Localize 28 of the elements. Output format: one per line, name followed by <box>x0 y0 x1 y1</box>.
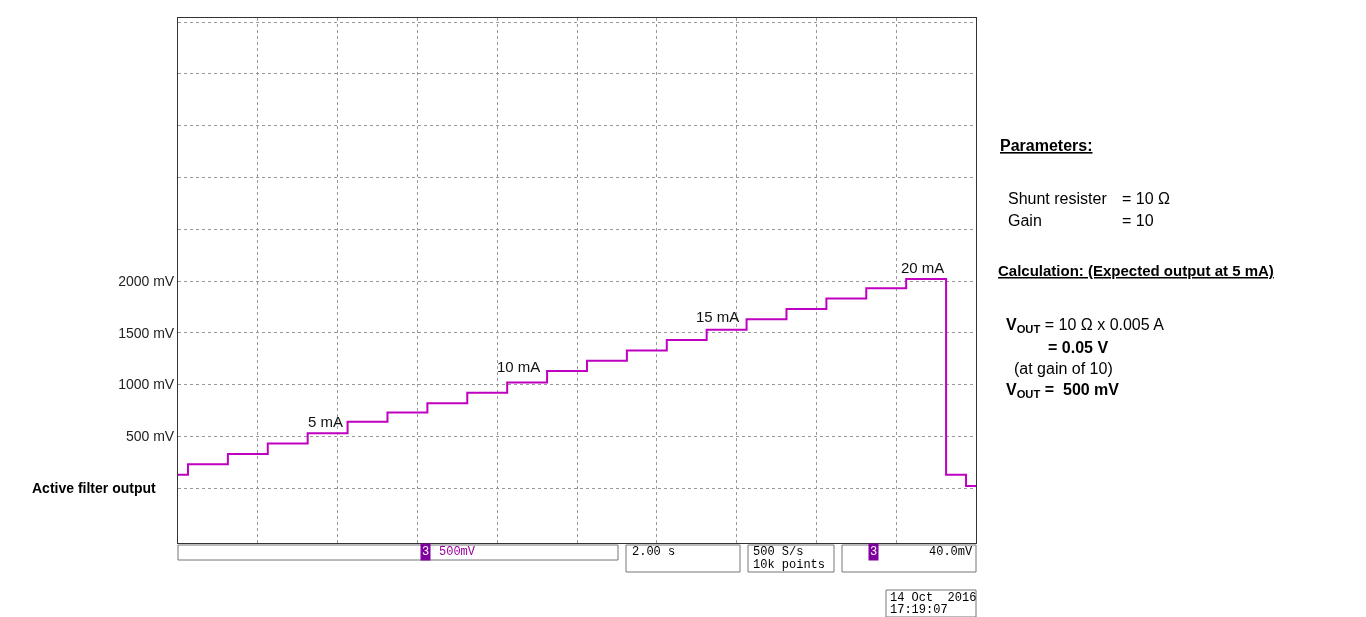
annotation: 15 mA <box>696 308 740 325</box>
annotation: 10 mA <box>497 358 541 375</box>
text: 40.0mV <box>929 545 974 559</box>
text: 2.00 s <box>632 545 676 559</box>
y-tick-label: 1500 mV <box>118 324 175 341</box>
text: Gain <box>1008 212 1042 229</box>
text: = 10 Ω <box>1122 190 1171 207</box>
text: 14 Oct 2016 <box>890 591 977 605</box>
text: Calculation: (Expected output at 5 mA) <box>998 262 1274 279</box>
y-tick-label: 500 mV <box>125 428 175 445</box>
text: Active filter output <box>32 480 157 496</box>
text: (at gain of 10) <box>1014 360 1113 377</box>
text: 3 <box>422 545 430 559</box>
text: V$_{OUT}$ = 10 Ω x 0.005 A <box>1006 316 1165 336</box>
y-tick-label: 2000 mV <box>118 272 175 289</box>
annotation: 20 mA <box>901 259 945 276</box>
annotation: 5 mA <box>308 413 344 430</box>
text: = 0.05 V <box>1048 339 1109 356</box>
text: Parameters: <box>1000 137 1093 154</box>
text: 500mV <box>439 545 476 559</box>
text: 500 S/s <box>753 545 804 559</box>
text: Shunt resister <box>1008 190 1108 207</box>
text: 10k points <box>753 558 826 572</box>
text: = 10 <box>1122 212 1154 229</box>
text: V$_{OUT}$ = 500 mV <box>1006 381 1120 401</box>
text: 3 <box>870 545 878 559</box>
text: 17:19:07 <box>890 603 948 617</box>
y-tick-label: 1000 mV <box>118 376 175 393</box>
